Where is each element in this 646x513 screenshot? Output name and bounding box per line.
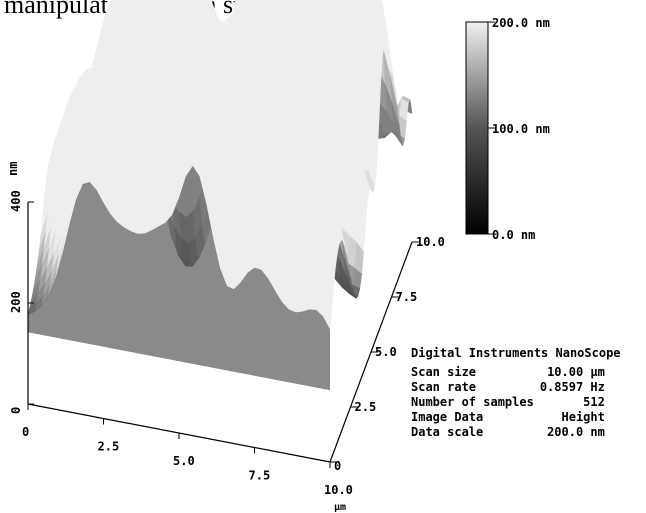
info-row: Number of samples 512	[411, 395, 605, 410]
x-tick-label: 0	[22, 425, 29, 439]
colorbar-label-top: 200.0 nm	[492, 16, 550, 30]
y-tick-label: 2.5	[355, 400, 377, 414]
x-tick-label: 5.0	[173, 454, 195, 468]
scan-info-table: Scan size 10.00 µm Scan rate 0.8597 Hz Num…	[411, 365, 605, 440]
x-tick-label: 7.5	[249, 469, 271, 483]
surface-front-edge	[28, 165, 330, 391]
instrument-header: Digital Instruments NanoScope	[411, 346, 621, 360]
z-tick-label: 200	[9, 291, 23, 313]
x-unit-label: µm	[334, 502, 346, 513]
info-label: Data scale	[411, 425, 484, 439]
info-value: 0.8597 Hz	[539, 380, 605, 394]
surface-facet	[200, 0, 205, 18]
colorbar	[465, 21, 489, 235]
y-tick-label: 5.0	[375, 345, 397, 359]
x-tick-label: 2.5	[98, 440, 120, 454]
height-surface	[27, 0, 413, 391]
info-row: Image Data Height	[411, 410, 605, 425]
info-label: Scan rate	[411, 380, 477, 394]
info-label: Scan size	[411, 365, 477, 379]
tick-group: 0 2.5 5.0 7.5 10.0 0 2.5 5.0 7.5 10.0 0 200 400	[9, 190, 445, 497]
info-row: Scan size 10.00 µm	[411, 365, 605, 380]
info-value: 10.00 µm	[547, 365, 605, 379]
surface-facet	[322, 289, 333, 331]
colorbar-label-bottom: 0.0 nm	[492, 228, 535, 242]
y-tick-label: 7.5	[396, 290, 418, 304]
info-row: Data scale 200.0 nm	[411, 425, 605, 440]
y-tick-label: 0	[334, 459, 341, 473]
info-value: 200.0 nm	[547, 425, 605, 439]
colorbar-label-mid: 100.0 nm	[492, 122, 550, 136]
info-value: Height	[561, 410, 605, 424]
y-tick-label: 10.0	[416, 235, 445, 249]
info-label: Image Data	[411, 410, 484, 424]
z-tick-label: 0	[9, 407, 23, 414]
info-value: 512	[583, 395, 605, 409]
z-tick-label: 400	[9, 190, 23, 212]
x-tick-label: 10.0	[324, 483, 353, 497]
info-label: Number of samples	[411, 395, 534, 409]
info-row: Scan rate 0.8597 Hz	[411, 380, 605, 395]
z-unit-label: nm	[6, 162, 20, 176]
